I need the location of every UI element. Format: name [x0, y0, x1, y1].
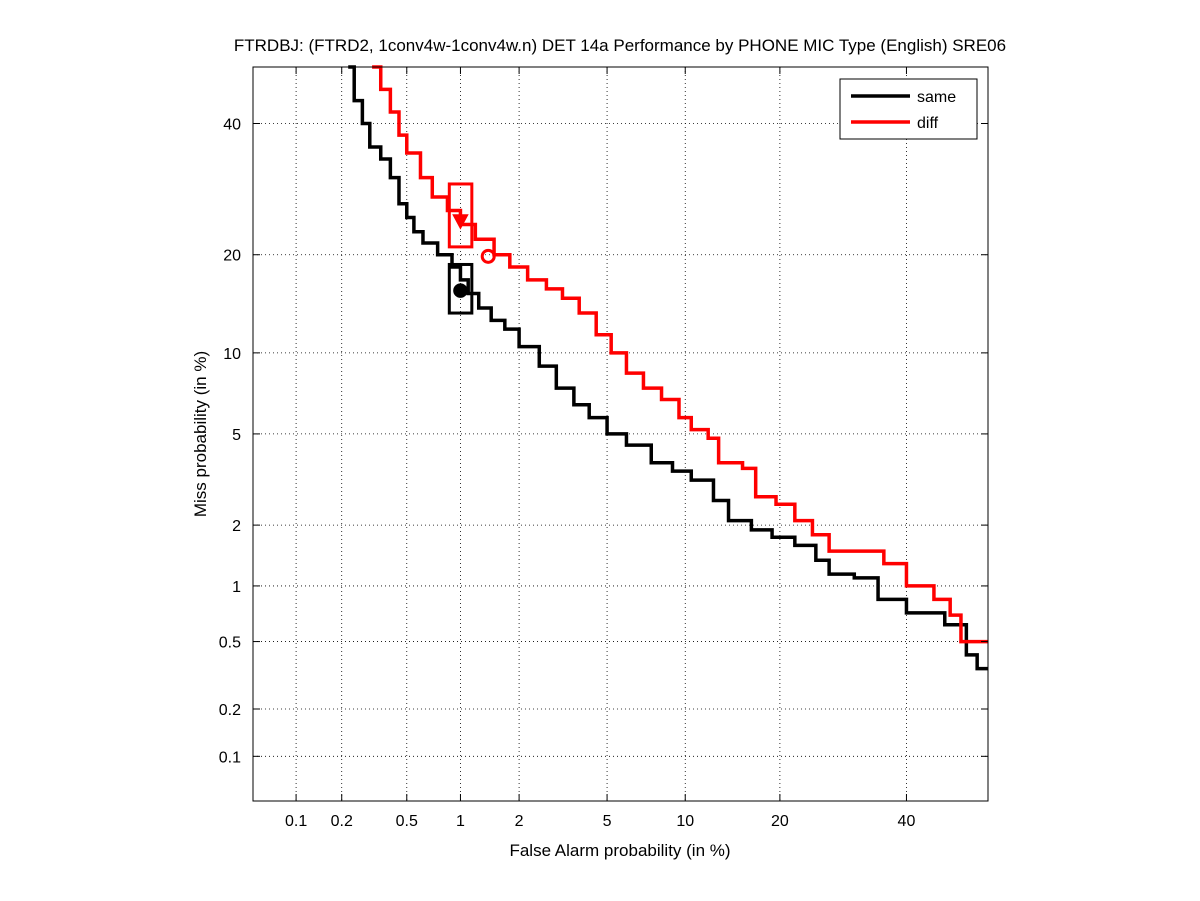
y-tick-label: 20 — [223, 248, 241, 265]
marker-box-same — [447, 262, 474, 315]
series-line-same — [348, 65, 988, 671]
x-tick-label: 0.2 — [331, 813, 353, 830]
legend-label-same: same — [917, 89, 956, 106]
x-tick-label: 0.1 — [285, 813, 307, 830]
x-tick-label: 10 — [676, 813, 694, 830]
y-tick-label: 5 — [232, 427, 241, 444]
y-tick-label: 0.5 — [219, 635, 241, 652]
marker-point-same — [453, 283, 468, 298]
y-tick-label: 0.1 — [219, 749, 241, 766]
y-tick-label: 10 — [223, 346, 241, 363]
marker-layer — [447, 182, 496, 315]
x-tick-label: 1 — [456, 813, 465, 830]
legend-box — [839, 78, 978, 140]
x-tick-label: 20 — [771, 813, 789, 830]
series-layer — [348, 65, 988, 671]
marker-point-diff — [452, 214, 469, 230]
x-tick-label: 40 — [898, 813, 916, 830]
legend: same diff — [839, 78, 978, 140]
x-axis-label: False Alarm probability (in %) — [509, 841, 730, 860]
chart-title: FTRDBJ: (FTRD2, 1conv4w-1conv4w.n) DET 1… — [234, 36, 1006, 55]
y-tick-label: 2 — [232, 518, 241, 535]
y-tick-label: 0.2 — [219, 702, 241, 719]
y-tick-label: 1 — [232, 579, 241, 596]
x-tick-label: 0.5 — [396, 813, 418, 830]
x-tick-label: 2 — [515, 813, 524, 830]
tick-layer: 0.1 0.2 0.5 1 2 5 10 20 40 0.1 0.2 0.5 1 2 5 10 20 40 — [219, 67, 988, 830]
marker-box-diff — [447, 182, 474, 249]
legend-label-diff: diff — [917, 115, 939, 132]
y-axis-label: Miss probability (in %) — [191, 351, 210, 517]
marker-point-diff — [480, 248, 496, 264]
series-line-diff — [372, 65, 988, 644]
x-tick-label: 5 — [603, 813, 612, 830]
y-tick-label: 40 — [223, 117, 241, 134]
